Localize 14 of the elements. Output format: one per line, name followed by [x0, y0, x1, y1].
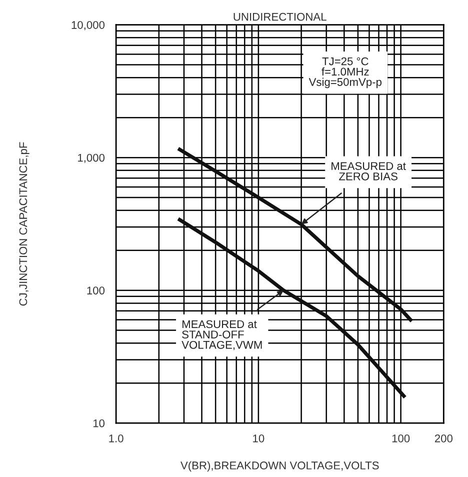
- annotation: MEASURED at ZERO BIAS: [332, 162, 406, 180]
- x-tick-label: 100: [392, 434, 410, 442]
- annotation: TJ=25 °C f=1.0MHz Vsig=50mVp-p: [308, 57, 382, 88]
- x-tick-label: 1.0: [109, 434, 124, 442]
- chart-title: UNIDIRECTIONAL: [234, 12, 326, 21]
- x-tick-label: 10: [253, 434, 264, 442]
- x-axis-title: V(BR),BREAKDOWN VOLTAGE,VOLTS: [180, 461, 379, 472]
- y-tick-label: 1,000: [78, 154, 105, 164]
- x-tick-label: 200: [434, 434, 452, 442]
- y-tick-label: 10: [93, 419, 105, 428]
- y-axis-title: CJ,JINCTION CAPACITANCE,pF: [19, 142, 30, 306]
- y-tick-label: 100: [87, 286, 105, 294]
- y-tick-label: 10,000: [72, 21, 105, 30]
- annotation: MEASURED at STAND-OFF VOLTAGE,VWM: [182, 320, 262, 350]
